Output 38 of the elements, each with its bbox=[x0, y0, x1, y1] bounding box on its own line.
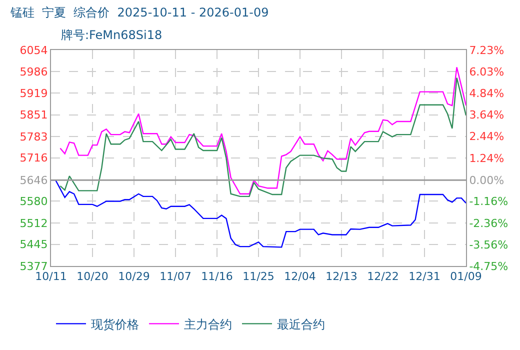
x-tick-label: 10/29 bbox=[118, 270, 150, 284]
y-tick-label: 5512 bbox=[20, 216, 48, 230]
x-tick-label: 11/25 bbox=[242, 270, 274, 284]
y2-tick-label: -1.16% bbox=[469, 195, 508, 208]
y-tick-label: 5986 bbox=[20, 66, 48, 79]
chart-title: 锰硅 宁夏 综合价 2025-10-11 - 2026-01-09 bbox=[9, 5, 269, 20]
chart-subtitle: 牌号:FeMn68Si18 bbox=[61, 28, 162, 42]
y2-tick-label: -3.56% bbox=[469, 238, 508, 252]
x-tick-label: 10/20 bbox=[76, 270, 108, 284]
x-tick-label: 12/22 bbox=[367, 270, 399, 284]
legend-label: 主力合约 bbox=[184, 317, 232, 332]
y-tick-label: 5851 bbox=[20, 108, 48, 122]
x-tick-label: 01/09 bbox=[450, 270, 482, 284]
y-tick-label: 5580 bbox=[20, 195, 48, 208]
x-tick-label: 12/04 bbox=[284, 270, 316, 284]
y-tick-label: 5377 bbox=[20, 260, 48, 273]
y2-tick-label: -2.36% bbox=[469, 216, 508, 230]
x-tick-label: 12/31 bbox=[408, 270, 440, 284]
y2-tick-label: 1.24% bbox=[469, 152, 504, 165]
y2-tick-label: 0.00% bbox=[469, 174, 504, 188]
y2-tick-label: -4.75% bbox=[469, 260, 508, 273]
y2-tick-label: 7.23% bbox=[469, 44, 504, 57]
legend-label: 最近合约 bbox=[277, 317, 325, 332]
y2-tick-label: 6.03% bbox=[469, 65, 504, 78]
y-tick-label: 5646 bbox=[20, 174, 48, 188]
y-tick-label: 5445 bbox=[20, 238, 48, 252]
y2-tick-label: 3.64% bbox=[469, 108, 504, 122]
y-tick-label: 5919 bbox=[20, 86, 48, 100]
legend-label: 现货价格 bbox=[91, 317, 139, 332]
x-tick-label: 11/07 bbox=[160, 270, 192, 284]
x-tick-label: 12/13 bbox=[326, 270, 358, 284]
y-tick-label: 5716 bbox=[20, 152, 48, 165]
y-tick-label: 5783 bbox=[20, 130, 48, 144]
x-tick-label: 11/16 bbox=[201, 270, 233, 284]
y2-tick-label: 2.44% bbox=[469, 130, 504, 144]
y-tick-label: 6054 bbox=[20, 44, 48, 57]
x-tick-label: 10/11 bbox=[35, 270, 67, 284]
y2-tick-label: 4.84% bbox=[469, 86, 504, 100]
